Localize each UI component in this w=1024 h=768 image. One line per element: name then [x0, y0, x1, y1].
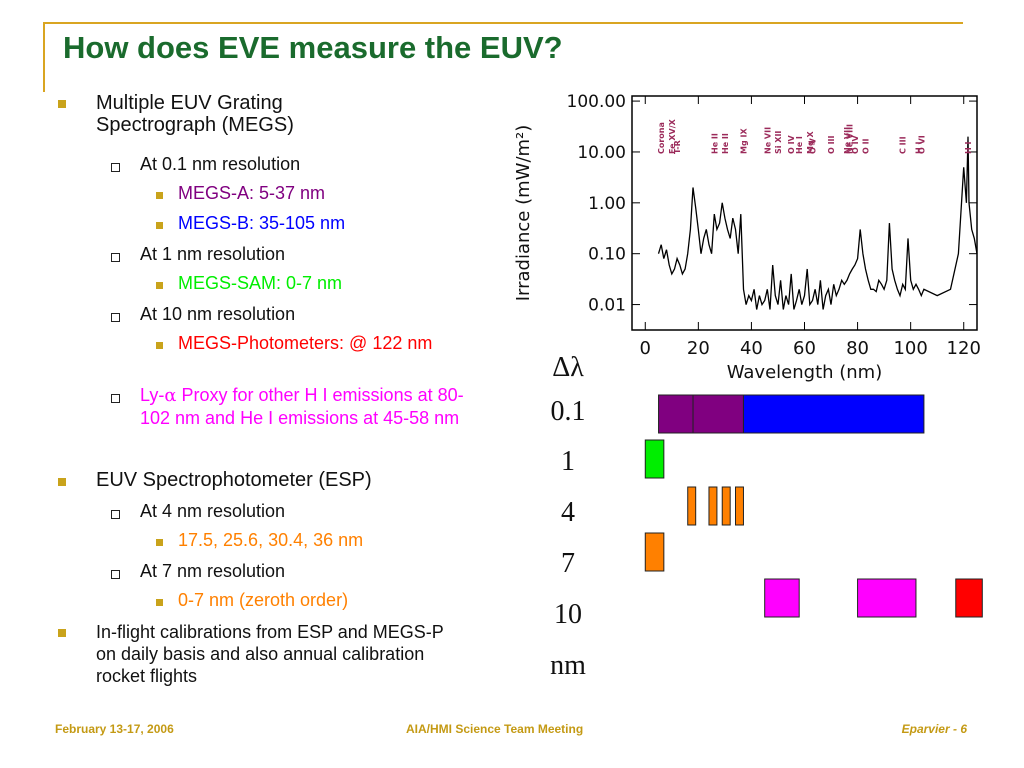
slide-title: How does EVE measure the EUV? [63, 30, 563, 65]
bullet-lya: Ly-α Proxy for other H I emissions at 80… [140, 384, 480, 429]
bullet-res10: At 10 nm resolution [140, 304, 296, 324]
bullet-res4: At 4 nm resolution [140, 501, 286, 521]
resolution-label-1: 1 [561, 446, 575, 477]
x-tick-label: 80 [846, 338, 869, 359]
bullet-res7: At 7 nm resolution [140, 561, 286, 581]
delta-lambda-header: Δλ [552, 352, 584, 383]
line-annotation-label: Corona [657, 122, 666, 154]
resolution-label-10: 10 [554, 599, 582, 630]
bullet-calib: In-flight calibrations from ESP and MEGS… [96, 622, 444, 686]
bullet-megs-a: MEGS-A: 5-37 nm [178, 183, 326, 203]
bullet-megs-p: MEGS-Photometers: @ 122 nm [178, 333, 433, 353]
band-bar [644, 439, 665, 479]
line-annotation-label: Mg IX [739, 128, 748, 154]
line-annotation-label: Ne VII [843, 127, 852, 154]
line-annotation-label: He II [710, 133, 719, 154]
x-tick-label: 40 [740, 338, 763, 359]
line-annotation-label: O IV [787, 134, 796, 154]
line-annotation-label: Ne VIII [846, 124, 855, 154]
title-frame-top [43, 22, 963, 24]
bullet-megs: Multiple EUV Grating Spectrograph (MEGS) [96, 92, 294, 136]
bullet-marker [156, 599, 163, 606]
bullet-megs-b: MEGS-B: 35-105 nm [178, 213, 346, 233]
title-frame-left [43, 22, 45, 92]
bullet-marker [58, 629, 66, 637]
line-annotation-label: Mg X [806, 131, 815, 154]
lya-prefix: Ly- [140, 385, 165, 405]
y-tick-label: 1.00 [588, 194, 626, 214]
band-bar [857, 578, 917, 618]
bullet-res01: At 0.1 nm resolution [140, 154, 301, 174]
line-annotation-label: O II [862, 138, 871, 154]
y-tick-label: 0.01 [588, 296, 626, 316]
bullet-esp-lines: 17.5, 25.6, 30.4, 36 nm [178, 530, 364, 550]
resolution-label-4: 4 [561, 497, 575, 528]
x-tick-label: 120 [947, 338, 981, 359]
bullet-esp: EUV Spectrophotometer (ESP) [96, 469, 372, 491]
alpha-symbol: α [164, 385, 177, 406]
bullet-marker [156, 539, 163, 546]
line-annotation-label: O IV [851, 134, 860, 154]
resolution-label-01: 0.1 [550, 396, 586, 427]
band-bar [687, 486, 697, 526]
sub-bullet-marker [111, 313, 120, 322]
line-annotation-label: H I [964, 142, 973, 154]
line-annotation-label: T-R [673, 140, 682, 154]
x-axis-label: Wavelength (nm) [727, 362, 883, 383]
line-annotation-label: Fe XV/X [668, 118, 677, 154]
band-bar [708, 486, 718, 526]
bullet-marker [156, 192, 163, 199]
resolution-unit: nm [550, 650, 586, 681]
bullet-megs-sam: MEGS-SAM: 0-7 nm [178, 273, 343, 293]
sub-bullet-marker [111, 253, 120, 262]
bullet-zeroth: 0-7 nm (zeroth order) [178, 590, 349, 610]
y-tick-label: 100.00 [567, 92, 626, 112]
bullet-marker [156, 222, 163, 229]
irradiance-plot: 0 20 40 60 80 100 120 100.00 10.00 1.00 0.10 0.01 Wa… [513, 92, 981, 383]
line-annotation-label: C III [899, 136, 908, 154]
band-bar [735, 486, 744, 526]
line-annotation-label: Si XII [774, 131, 783, 154]
sub-bullet-marker [111, 570, 120, 579]
band-bar [692, 394, 744, 434]
band-bar [764, 578, 800, 618]
line-annotation-label: O V [808, 137, 817, 154]
line-annotation-label: Ne VII [763, 127, 772, 154]
spectrum-line [657, 136, 978, 310]
x-tick-label: 60 [793, 338, 816, 359]
sub-bullet-marker [111, 163, 120, 172]
footer-page: Eparvier - 6 [901, 722, 967, 736]
x-tick-label: 0 [640, 338, 651, 359]
x-tick-label: 20 [687, 338, 710, 359]
footer-meeting: AIA/HMI Science Team Meeting [406, 722, 584, 736]
band-bar [658, 394, 694, 434]
line-annotation-label: He II [721, 133, 730, 154]
line-annotation-label: O III [827, 135, 836, 154]
bullet-marker [58, 478, 66, 486]
sub-bullet-marker [111, 394, 120, 403]
line-annotation-label: O VI [917, 135, 926, 154]
resolution-label-7: 7 [561, 548, 575, 579]
band-bar [721, 486, 731, 526]
y-tick-label: 0.10 [588, 245, 626, 265]
sub-bullet-marker [111, 510, 120, 519]
band-bar [644, 532, 665, 572]
bullet-marker [58, 100, 66, 108]
lya-text: Proxy for other H I emissions at 80-102 … [140, 385, 464, 428]
x-tick-label: 100 [893, 338, 927, 359]
y-tick-label: 10.00 [577, 143, 626, 163]
line-annotation-label: He I [795, 136, 804, 154]
bullet-res1: At 1 nm resolution [140, 244, 286, 264]
bullet-marker [156, 282, 163, 289]
bullet-marker [156, 342, 163, 349]
footer-date: February 13-17, 2006 [55, 722, 174, 736]
band-bar [955, 578, 983, 618]
line-annotation-label: H I [915, 142, 924, 154]
band-bar [742, 394, 925, 434]
y-axis-label: Irradiance (mW/m²) [513, 125, 534, 302]
